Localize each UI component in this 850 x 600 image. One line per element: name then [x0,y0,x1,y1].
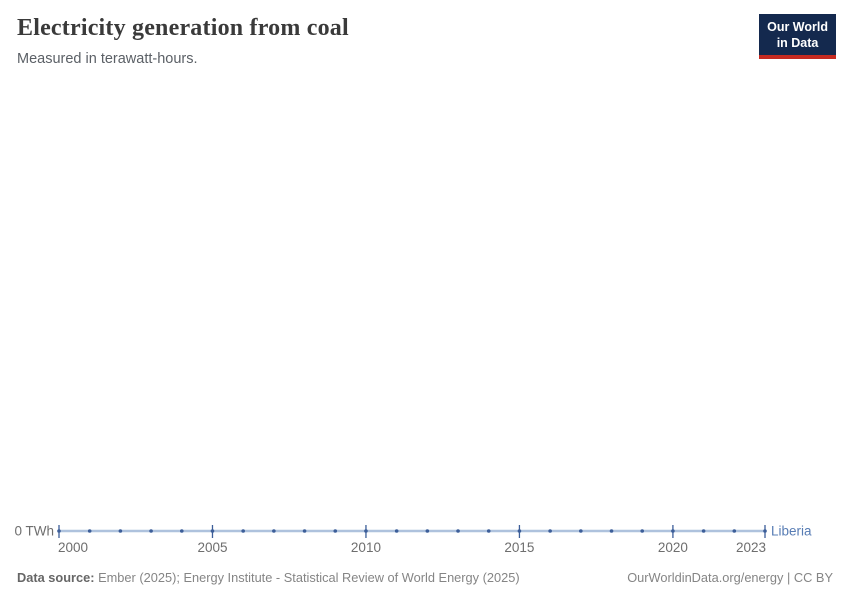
data-point[interactable] [394,529,399,533]
data-point[interactable] [456,529,460,533]
y-axis-label: 0 TWh [14,524,54,539]
data-point[interactable] [87,529,92,533]
x-axis-label: 2015 [504,540,534,555]
x-axis-label: 2020 [658,540,688,555]
owid-logo-line1: Our World [767,20,828,34]
data-point[interactable] [763,529,767,533]
chart-header: Electricity generation from coal Measure… [17,14,836,67]
x-axis-label: 2023 [736,540,766,555]
data-point[interactable] [302,529,307,533]
chart-subtitle: Measured in terawatt-hours. [17,50,198,67]
data-point[interactable] [149,529,153,533]
data-point[interactable] [118,529,123,533]
data-point[interactable] [732,529,737,533]
data-point[interactable] [241,529,245,533]
data-point[interactable] [333,529,338,533]
data-point[interactable] [701,529,706,533]
data-point[interactable] [272,529,276,533]
data-point[interactable] [364,529,368,533]
owid-logo[interactable]: Our World in Data [759,14,836,59]
data-point[interactable] [425,529,430,533]
data-point[interactable] [57,529,61,533]
data-point[interactable] [609,529,614,533]
data-source-label: Data source: [17,570,95,585]
data-point[interactable] [179,529,184,533]
data-source-text: Ember (2025); Energy Institute - Statist… [98,570,520,585]
data-point[interactable] [640,529,645,533]
series-label-liberia[interactable]: Liberia [771,524,812,539]
data-point[interactable] [548,529,552,533]
x-axis-label: 2000 [58,540,88,555]
owid-logo-line2: in Data [776,36,819,51]
data-point[interactable] [486,529,491,533]
data-point[interactable] [671,529,675,533]
x-axis-label: 2005 [197,540,227,555]
data-point[interactable] [579,529,583,533]
chart-footer: Data source: Ember (2025); Energy Instit… [17,570,833,585]
footer-citation-link[interactable]: OurWorldinData.org/energy | CC BY [627,570,833,585]
data-point[interactable] [210,529,215,533]
title-block: Electricity generation from coal Measure… [17,14,349,67]
data-point[interactable] [517,529,522,533]
x-axis-label: 2010 [351,540,381,555]
data-source: Data source: Ember (2025); Energy Instit… [17,570,520,585]
chart-title: Electricity generation from coal [17,15,349,41]
